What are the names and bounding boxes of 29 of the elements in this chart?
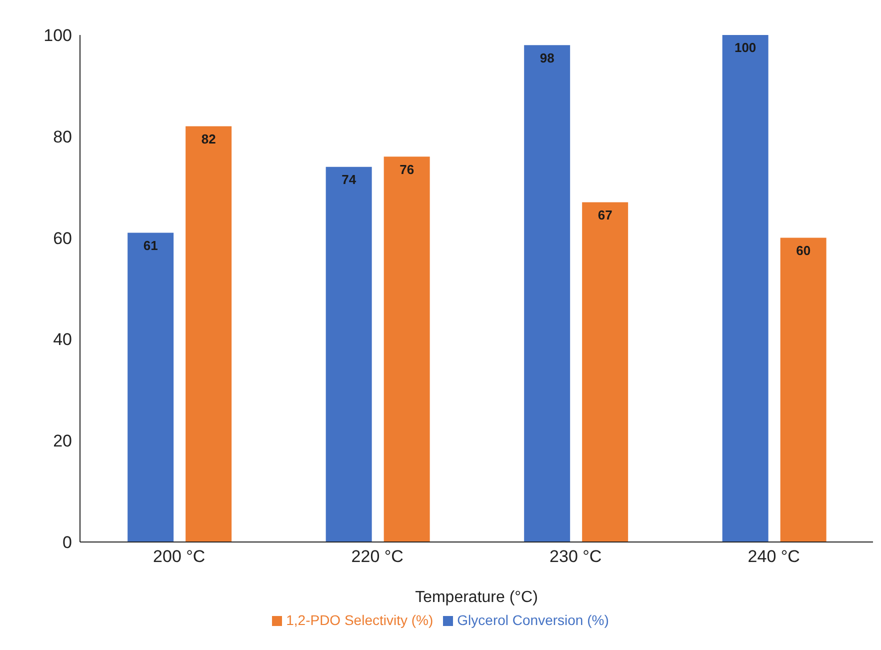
y-tick-label: 60: [53, 228, 72, 248]
data-label: 82: [201, 131, 216, 146]
x-tick-label: 220 °C: [351, 547, 404, 566]
bar: [722, 35, 768, 542]
y-tick-label: 0: [62, 533, 72, 552]
legend-label: Glycerol Conversion (%): [457, 612, 609, 628]
bar: [384, 156, 430, 542]
y-tick-label: 100: [44, 26, 72, 46]
y-tick-label: 80: [53, 127, 72, 146]
x-axis-title: Temperature (°C): [415, 589, 538, 606]
data-label: 98: [540, 50, 554, 66]
legend-label: 1,2-PDO Selectivity (%): [286, 612, 434, 628]
data-label: 74: [342, 172, 357, 188]
data-label: 100: [734, 40, 756, 56]
y-tick-label: 40: [53, 330, 72, 350]
bar: [780, 238, 826, 542]
x-tick-label: 230 °C: [550, 547, 602, 566]
x-tick-label: 240 °C: [748, 547, 800, 566]
bar: [582, 202, 628, 542]
y-tick-label: 20: [53, 432, 72, 451]
x-tick-label: 200 °C: [153, 547, 206, 566]
bar: [326, 166, 372, 542]
data-label: 67: [598, 208, 612, 223]
data-label: 60: [796, 243, 811, 258]
bar: [128, 232, 174, 542]
bar: [524, 45, 570, 542]
bar: [186, 126, 232, 542]
data-label: 76: [400, 162, 414, 177]
data-label: 61: [143, 238, 158, 253]
